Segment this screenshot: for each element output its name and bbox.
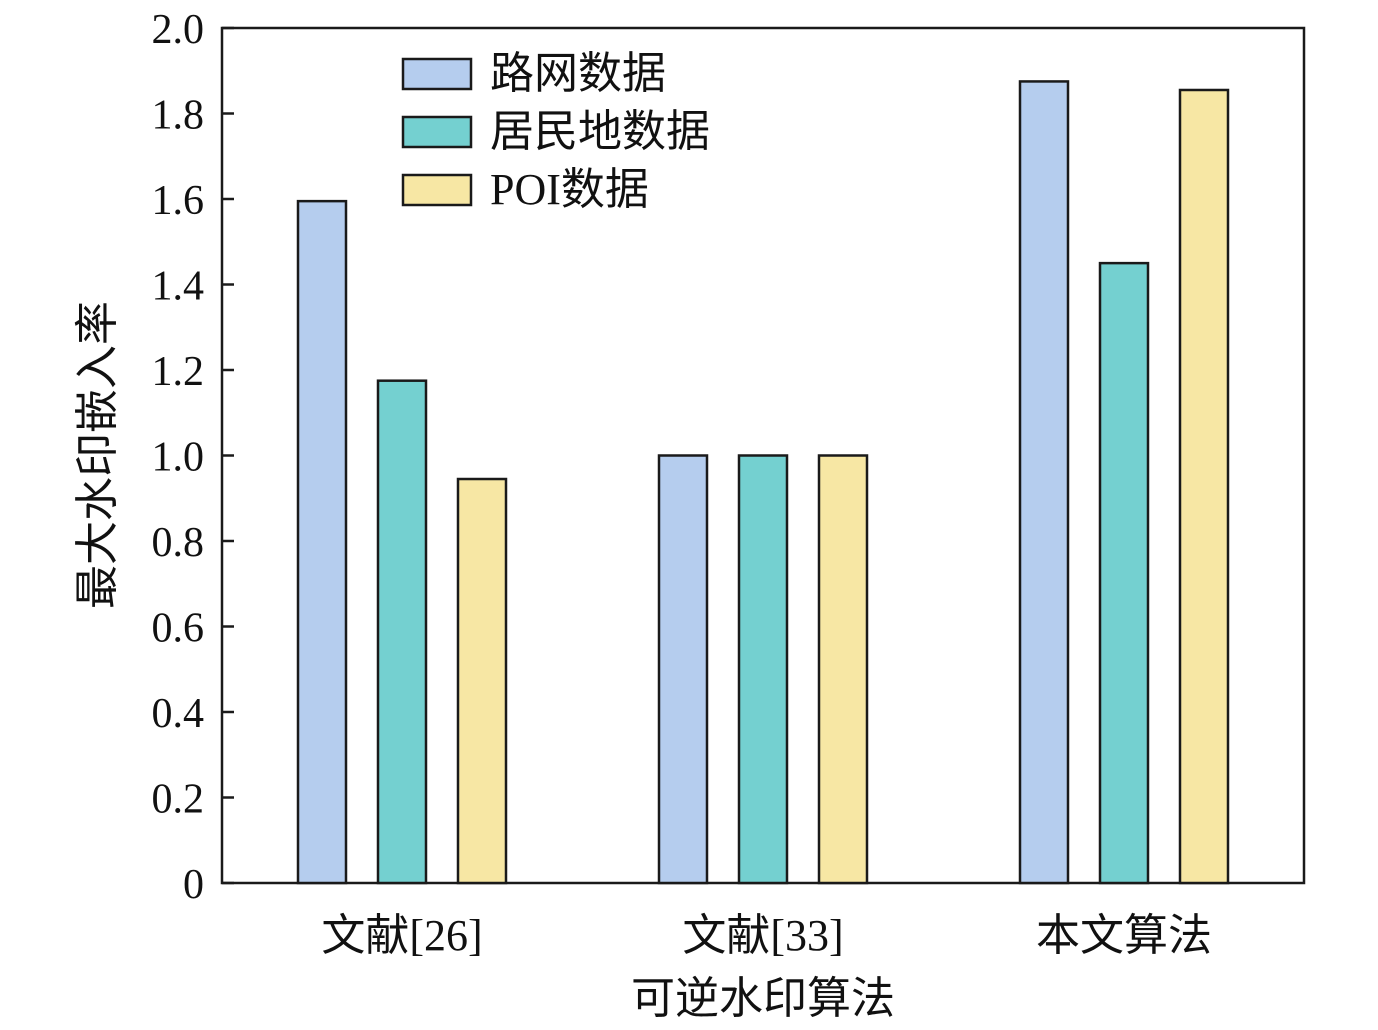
bar-2-2 [1178,88,1230,885]
y-tick-label: 1.6 [152,178,205,224]
bar-1-2 [817,454,869,885]
y-tick-label: 0.4 [152,691,205,737]
bar-0-0 [296,199,348,885]
bar-0-1 [376,379,428,885]
x-axis-title: 可逆水印算法 [631,974,895,1023]
bar-0-2 [456,477,508,885]
y-axis: 0 0.2 0.4 0.6 0.8 1.0 1.2 1.4 1.6 1.8 2.0 [152,7,234,908]
x-tick-label: 文献[26] [321,911,482,960]
bar-1-1 [737,454,789,885]
y-tick-label: 0.8 [152,520,205,566]
y-tick-label: 0.6 [152,606,205,652]
legend-swatch [401,57,473,91]
bars [296,80,1230,885]
y-axis-title: 最大水印嵌入率 [73,301,122,609]
bar-2-0 [1018,80,1070,885]
legend-label: 路网数据 [490,49,666,98]
y-tick-label: 1.2 [152,349,205,395]
y-tick-label: 1.0 [152,435,205,481]
legend-label: 居民地数据 [490,107,710,156]
y-tick-label: 0.2 [152,777,205,823]
y-tick-label: 2.0 [152,7,205,53]
bar-2-1 [1098,261,1150,885]
y-tick-label: 1.8 [152,93,205,139]
y-tick-label: 1.4 [152,264,205,310]
legend-swatch [401,173,473,207]
y-tick-label: 0 [183,862,204,908]
x-axis: 文献[26] 文献[33] 本文算法 [321,911,1212,960]
x-tick-label: 文献[33] [682,911,843,960]
bar-1-0 [657,454,709,885]
x-tick-label: 本文算法 [1036,911,1212,960]
legend-swatch [401,115,473,149]
legend-label: POI数据 [490,165,649,214]
